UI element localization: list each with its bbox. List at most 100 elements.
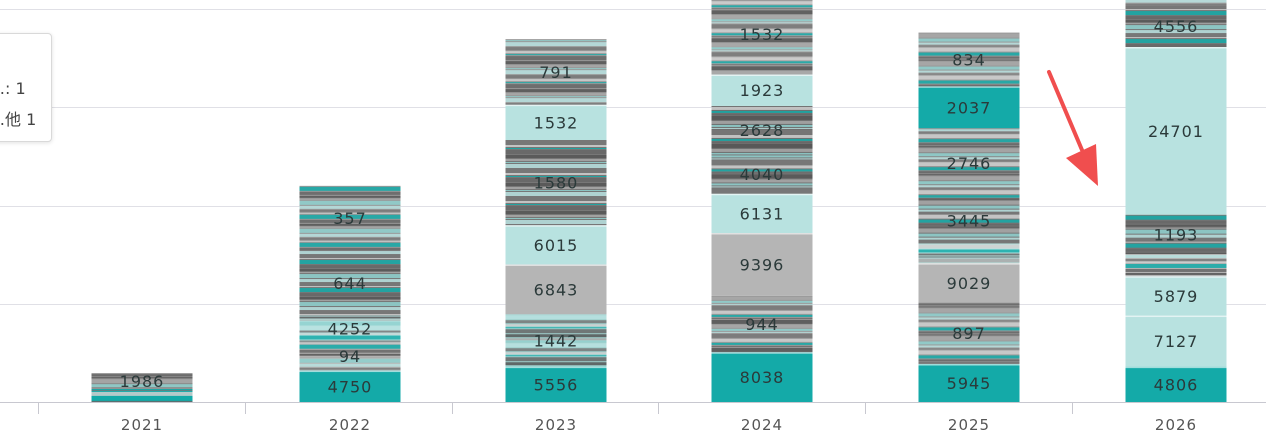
bar-stripe bbox=[711, 50, 813, 52]
bar-stripe bbox=[1125, 37, 1227, 39]
bar-stripe bbox=[91, 389, 193, 391]
bar-segment-fill[interactable] bbox=[1125, 315, 1227, 367]
bar-stripe bbox=[711, 110, 813, 113]
bar-segment[interactable] bbox=[918, 32, 1020, 87]
data-label: 94 bbox=[339, 347, 361, 366]
bar-stripe bbox=[918, 171, 1020, 174]
bar-segment[interactable] bbox=[299, 185, 401, 251]
legend-entry-1[interactable]: …: 1 bbox=[0, 79, 26, 98]
bar-segment[interactable] bbox=[505, 225, 607, 265]
x-tick-label: 2022 bbox=[329, 416, 371, 434]
bar-stripe bbox=[505, 150, 607, 154]
bar-stripe bbox=[918, 75, 1020, 80]
bar-stripe bbox=[299, 316, 401, 319]
bar-segment-fill[interactable] bbox=[505, 264, 607, 315]
bar-segment[interactable] bbox=[711, 105, 813, 155]
bar-segment[interactable] bbox=[711, 193, 813, 234]
bar-stripe bbox=[299, 330, 401, 333]
bar-segment[interactable] bbox=[918, 302, 1020, 365]
bar-segment-fill[interactable] bbox=[918, 263, 1020, 303]
bar-segment[interactable] bbox=[1125, 315, 1227, 367]
bar-segment-fill[interactable] bbox=[711, 193, 813, 234]
bar-segment[interactable] bbox=[1125, 46, 1227, 215]
bar-stripe bbox=[505, 54, 607, 56]
bar-segment[interactable] bbox=[91, 373, 193, 389]
bar-stripe bbox=[1125, 220, 1227, 224]
x-axis: 2021 2022 2023 2024 2025 2026 bbox=[38, 402, 1196, 434]
bar-stripe bbox=[918, 228, 1020, 233]
bar-segment-fill[interactable] bbox=[505, 366, 607, 402]
data-label: 1532 bbox=[534, 113, 579, 132]
bar-segment[interactable] bbox=[1125, 5, 1227, 47]
bar-segment[interactable] bbox=[711, 233, 813, 296]
bar-stripe bbox=[918, 249, 1020, 253]
bar-stripe bbox=[505, 164, 607, 168]
bar-stripe bbox=[299, 333, 401, 335]
bar-stripe bbox=[918, 362, 1020, 364]
bar-stripe bbox=[299, 288, 401, 293]
bar-segment[interactable] bbox=[505, 314, 607, 367]
bar-stripe bbox=[918, 303, 1020, 306]
bar-stripe bbox=[299, 214, 401, 219]
bar-stripe bbox=[299, 198, 401, 200]
bar-stripe bbox=[299, 326, 401, 330]
bar-segment[interactable] bbox=[711, 74, 813, 106]
bar-segment[interactable] bbox=[505, 39, 607, 105]
bar-stripe bbox=[918, 59, 1020, 61]
bar-segment-fill[interactable] bbox=[918, 86, 1020, 129]
bar-segment[interactable] bbox=[505, 264, 607, 315]
bar-segment[interactable] bbox=[711, 295, 813, 353]
bar-stripe bbox=[299, 247, 401, 251]
bar-segment-fill[interactable] bbox=[711, 352, 813, 402]
bar-segment[interactable] bbox=[299, 370, 401, 402]
bar-stripe bbox=[711, 129, 813, 134]
bar-stripe bbox=[918, 209, 1020, 212]
bar-segment[interactable] bbox=[1125, 0, 1227, 6]
bar-segment[interactable] bbox=[505, 140, 607, 226]
bar-stripe bbox=[1125, 272, 1227, 275]
bar-segment[interactable] bbox=[505, 366, 607, 402]
bar-stripe bbox=[505, 40, 607, 42]
bar-segment-fill[interactable] bbox=[505, 104, 607, 140]
bar-segment-fill[interactable] bbox=[1125, 366, 1227, 402]
bar-segment[interactable] bbox=[918, 243, 1020, 264]
bar-stripe bbox=[505, 183, 607, 186]
bar-segment-fill[interactable] bbox=[1125, 46, 1227, 215]
bar-stripe bbox=[299, 300, 401, 302]
bar-segment-fill[interactable] bbox=[505, 225, 607, 265]
bar-segment[interactable] bbox=[299, 315, 401, 342]
bar-segment[interactable] bbox=[918, 86, 1020, 129]
bar-segment-fill[interactable] bbox=[505, 140, 607, 226]
bar-segment[interactable] bbox=[711, 352, 813, 402]
bar-segment[interactable] bbox=[711, 154, 813, 194]
bar-stripe bbox=[299, 279, 401, 283]
x-tick-label: 2021 bbox=[121, 416, 163, 434]
bar-segment-fill[interactable] bbox=[711, 233, 813, 296]
bar-stripe bbox=[505, 82, 607, 84]
bar-segment[interactable] bbox=[299, 250, 401, 316]
bar-stripe bbox=[299, 319, 401, 321]
bar-segment[interactable] bbox=[918, 128, 1020, 198]
bar-segment[interactable] bbox=[1125, 276, 1227, 316]
bar-segment[interactable] bbox=[918, 263, 1020, 303]
bar-segment[interactable] bbox=[1125, 253, 1227, 277]
bar-segment[interactable] bbox=[1125, 366, 1227, 402]
bar-stripe bbox=[918, 73, 1020, 75]
bar-segment-fill[interactable] bbox=[711, 295, 813, 353]
bar-segment[interactable] bbox=[918, 197, 1020, 244]
bar-segment[interactable] bbox=[505, 104, 607, 140]
bar-segment-fill[interactable] bbox=[299, 370, 401, 402]
bar-segment[interactable] bbox=[91, 388, 193, 402]
bar-segment-fill[interactable] bbox=[1125, 276, 1227, 316]
bar-stripe bbox=[711, 1, 813, 5]
bar-segment-fill[interactable] bbox=[711, 74, 813, 106]
bar-stripe bbox=[1125, 215, 1227, 220]
bar-segment[interactable] bbox=[1125, 214, 1227, 254]
legend-entry-2[interactable]: …他 1 bbox=[0, 110, 37, 129]
bar-segment[interactable] bbox=[918, 364, 1020, 402]
bar-stripe bbox=[711, 179, 813, 183]
bar-segment[interactable] bbox=[299, 341, 401, 371]
bar-segment[interactable] bbox=[711, 0, 813, 75]
bar-stripe bbox=[711, 160, 813, 165]
bar-segment-fill[interactable] bbox=[918, 364, 1020, 402]
